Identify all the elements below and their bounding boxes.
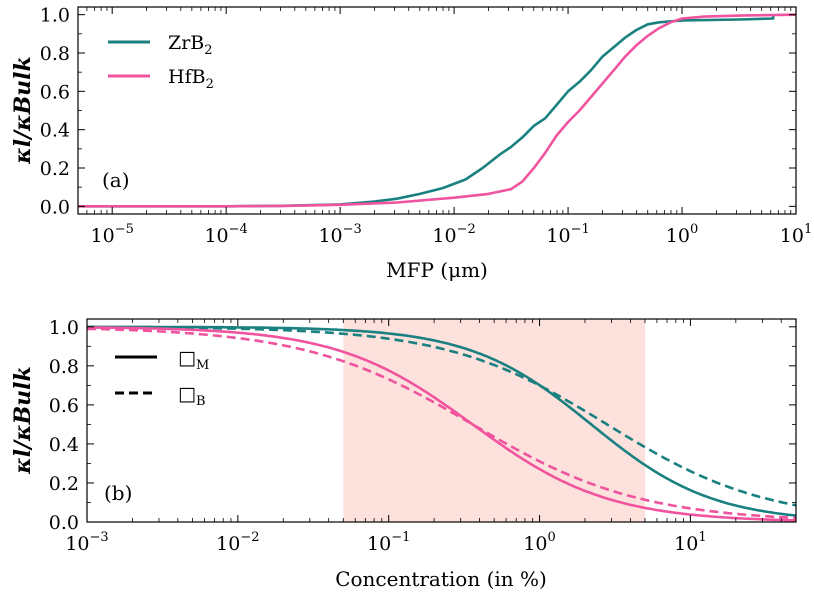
panel-a-xlabel: MFP (μm) — [386, 258, 488, 282]
panel-a-ytick-label: 0.0 — [40, 196, 70, 218]
panel-b-ylabel: κl/κBulk — [10, 366, 36, 475]
panel-a-xtick-label: 100 — [666, 222, 698, 247]
panel-b-ytick-label: 0.2 — [49, 473, 79, 495]
series-line-hfb2-b — [87, 327, 796, 520]
panel-a-xtick-label: 10−3 — [318, 222, 361, 247]
panel-b-tag: (b) — [104, 481, 132, 505]
panel-a-ytick-label: 0.8 — [40, 43, 70, 65]
panel-b-ytick-label: 1.0 — [49, 317, 79, 339]
panel-a-ytick-label: 1.0 — [40, 5, 70, 27]
panel-b-ytick-label: 0.0 — [49, 512, 79, 534]
concentration-shaded-region — [343, 319, 646, 522]
panel-a-xtick-label: 10−2 — [432, 222, 475, 247]
legend-label-b: □B — [178, 383, 206, 409]
legend-label-hfb2: HfB2 — [168, 66, 214, 92]
panel-b-ytick-label: 0.4 — [49, 434, 79, 456]
panel-a-tag: (a) — [102, 168, 130, 192]
panel-b-ytick-label: 0.6 — [49, 395, 79, 417]
panel-b-xtick-label: 101 — [674, 530, 706, 555]
legend-label-zrb2: ZrB2 — [168, 32, 213, 58]
panel-a-xtick-label: 10−5 — [91, 222, 134, 247]
panel-a-ytick-label: 0.4 — [40, 120, 70, 142]
panel-a: 10−5 10−4 10−3 10−2 10−1 100 101 0.0 0.2 0.4 0.6 0.… — [10, 5, 812, 282]
series-line-hfb2 — [78, 13, 796, 208]
series-line-hfb2-m — [87, 326, 796, 522]
panel-a-ytick-label: 0.6 — [40, 81, 70, 103]
panel-a-xtick-label: 101 — [780, 222, 812, 247]
panel-a-ytick-label: 0.2 — [40, 158, 70, 180]
panel-a-legend: ZrB2 HfB2 — [108, 32, 214, 92]
panel-b: 10−3 10−2 10−1 100 101 0.0 0.2 0.4 0.6 0.8 1.0 □M … — [10, 317, 797, 591]
panel-b-xtick-label: 100 — [523, 530, 555, 555]
panel-a-xtick-label: 10−1 — [546, 222, 589, 247]
panel-b-xlabel: Concentration (in %) — [335, 567, 547, 591]
series-line-zrb2-b — [87, 325, 796, 507]
panel-a-ylabel: κl/κBulk — [10, 56, 36, 165]
panel-a-xtick-label: 10−4 — [204, 222, 247, 247]
panel-b-frame — [86, 318, 797, 523]
panel-b-ytick-label: 0.8 — [49, 356, 79, 378]
panel-b-xtick-label: 10−2 — [216, 530, 259, 555]
panel-b-legend: □M □B — [115, 347, 209, 409]
legend-label-m: □M — [178, 347, 209, 373]
series-line-zrb2 — [78, 14, 775, 208]
panel-b-xtick-label: 10−3 — [65, 530, 108, 555]
panel-b-xtick-label: 10−1 — [367, 530, 410, 555]
